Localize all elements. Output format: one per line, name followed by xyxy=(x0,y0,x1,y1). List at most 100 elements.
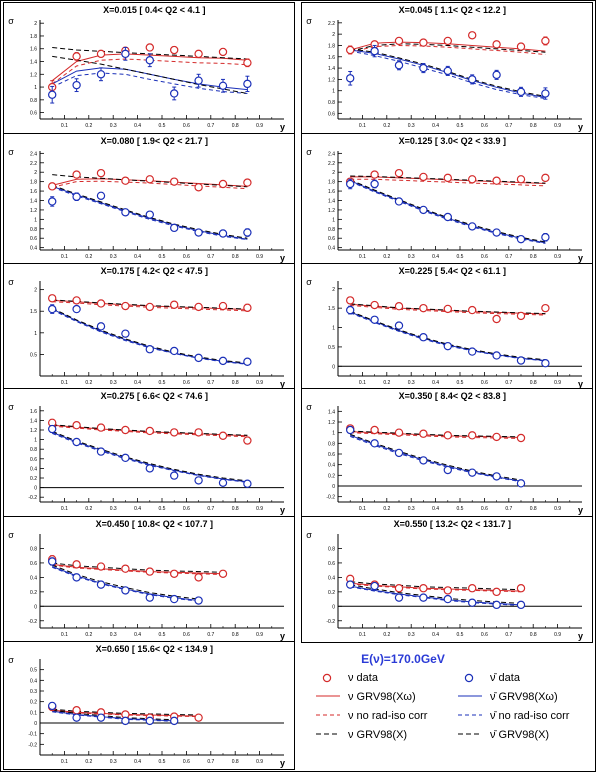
x-tick-label: 0.6 xyxy=(183,254,190,260)
y-axis-label: σ xyxy=(8,402,14,412)
marker xyxy=(468,584,477,593)
nu-data-point xyxy=(443,431,452,440)
x-tick-label: 0.3 xyxy=(408,380,415,386)
x-tick-label: 0.9 xyxy=(256,254,263,260)
marker xyxy=(96,49,106,59)
nu-data-point xyxy=(516,175,526,184)
marker xyxy=(72,52,81,61)
marker xyxy=(516,87,526,97)
nubar-data-point xyxy=(72,304,81,314)
x-tick-label: 0.5 xyxy=(457,254,464,260)
marker xyxy=(419,205,428,215)
y-axis-label: σ xyxy=(306,530,312,540)
x-tick-label: 0.6 xyxy=(183,632,190,638)
nu-data-point xyxy=(72,706,81,715)
y-tick-label: 1.2 xyxy=(328,208,335,214)
nubar-data-point xyxy=(145,210,154,219)
nubar-data-point xyxy=(346,305,355,315)
marker xyxy=(72,192,81,201)
y-axis-label: σ xyxy=(306,402,312,412)
nu-no-rad-iso-curve xyxy=(350,178,546,187)
panel-title: X=0.550 [ 13.2< Q2 < 131.7 ] xyxy=(394,519,511,529)
nubar-no-rad-iso-curve xyxy=(52,186,248,241)
nubar-data-point xyxy=(218,478,228,487)
marker xyxy=(443,173,452,183)
panel-frame xyxy=(301,133,593,265)
nubar-data-point xyxy=(541,359,550,368)
x-tick-label: 0.4 xyxy=(134,506,141,512)
marker xyxy=(443,66,452,76)
y-tick-label: 0.2 xyxy=(328,590,335,596)
marker xyxy=(48,294,57,303)
nubar-data-point xyxy=(48,85,57,104)
x-tick-label: 0.1 xyxy=(61,380,68,386)
nubar-data-point xyxy=(218,356,228,366)
y-tick-label: 1.6 xyxy=(328,55,335,61)
x-tick-label: 0.4 xyxy=(134,123,141,129)
x-tick-label: 0.9 xyxy=(554,123,561,129)
y-tick-label: 1 xyxy=(34,438,37,444)
nu-data-point xyxy=(516,584,526,593)
marker xyxy=(243,357,252,366)
marker xyxy=(169,223,179,233)
nu-data-point xyxy=(169,45,179,55)
marker xyxy=(492,70,501,80)
x-tick-label: 0.7 xyxy=(207,506,214,512)
marker xyxy=(169,471,179,480)
panel-frame xyxy=(3,516,295,643)
x-tick-label: 0.5 xyxy=(457,632,464,638)
marker xyxy=(516,356,526,365)
x-tick-label: 0.5 xyxy=(457,506,464,512)
marker xyxy=(516,584,526,593)
x-axis-label: y xyxy=(280,122,285,132)
marker xyxy=(370,425,379,435)
nubar-data-point xyxy=(169,86,179,101)
marker xyxy=(169,45,179,55)
x-tick-label: 0.4 xyxy=(134,380,141,386)
x-tick-label: 0.4 xyxy=(432,254,439,260)
nubar-data-point xyxy=(419,63,428,74)
x-tick-label: 0.3 xyxy=(110,759,117,765)
y-tick-label: 0.6 xyxy=(30,457,37,463)
nu-data-point xyxy=(96,423,106,432)
y-tick-label: 2.2 xyxy=(328,161,335,167)
marker xyxy=(243,436,252,445)
marker xyxy=(346,179,355,189)
marker xyxy=(218,47,228,57)
panel-7: X=0.275 [ 6.6< Q2 < 74.6 ] 0.1 0.2 0.3 0.4 0.… xyxy=(3,388,295,517)
marker xyxy=(96,299,106,308)
marker xyxy=(48,182,57,191)
y-tick-label: 2 xyxy=(332,170,335,176)
nubar-data-point xyxy=(492,228,501,237)
nubar-no-rad-iso-curve xyxy=(350,312,546,362)
nubar-data-point xyxy=(394,593,404,602)
nubar-data-point xyxy=(194,228,203,237)
x-tick-label: 0.2 xyxy=(85,123,92,129)
nu-data-point xyxy=(243,436,252,445)
nubar-data-point xyxy=(243,75,252,93)
nubar-data-point xyxy=(443,65,452,76)
nu-data-point xyxy=(516,311,526,321)
marker xyxy=(169,594,179,604)
marker xyxy=(194,573,203,582)
marker xyxy=(121,208,130,217)
nu-data-point xyxy=(243,58,252,68)
y-tick-label: 2 xyxy=(332,287,335,293)
y-tick-label: 0.6 xyxy=(328,452,335,458)
x-tick-label: 0.9 xyxy=(256,380,263,386)
nu-data-point xyxy=(194,428,203,437)
y-tick-label: 0.6 xyxy=(30,561,37,567)
nubar-data-point xyxy=(48,196,57,207)
x-tick-label: 0.7 xyxy=(207,759,214,765)
marker xyxy=(145,210,154,219)
panel-4: X=0.125 [ 3.0< Q2 < 33.9 ] 0.1 0.2 0.3 0.4 0.… xyxy=(301,133,593,265)
marker xyxy=(243,178,252,187)
legend-entry: ν no rad-iso corr xyxy=(316,710,428,722)
nu-data-point xyxy=(243,178,252,187)
x-tick-label: 0.6 xyxy=(183,123,190,129)
nubar-data-point xyxy=(468,347,477,356)
y-axis-label: σ xyxy=(8,530,14,540)
nu-data-point xyxy=(370,425,379,435)
nubar-data-point xyxy=(48,557,57,566)
marker xyxy=(121,425,130,435)
